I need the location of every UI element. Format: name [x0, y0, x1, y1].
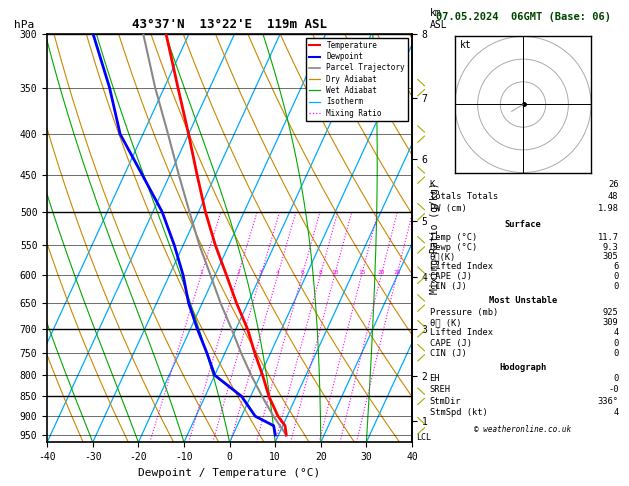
Text: 07.05.2024  06GMT (Base: 06): 07.05.2024 06GMT (Base: 06) [435, 12, 611, 22]
Text: Hodograph: Hodograph [499, 364, 547, 372]
Title: 43°37'N  13°22'E  119m ASL: 43°37'N 13°22'E 119m ASL [132, 18, 327, 32]
Text: 10: 10 [331, 270, 338, 275]
Text: 4: 4 [613, 408, 618, 417]
Text: LCL: LCL [416, 434, 431, 442]
Text: 309: 309 [603, 318, 618, 327]
Text: 9.3: 9.3 [603, 243, 618, 252]
Text: Lifted Index: Lifted Index [430, 329, 493, 337]
Text: 0: 0 [613, 374, 618, 383]
Text: Dewp (°C): Dewp (°C) [430, 243, 477, 252]
Text: 0: 0 [613, 349, 618, 358]
Text: Totals Totals: Totals Totals [430, 192, 498, 201]
Text: -0: -0 [608, 385, 618, 394]
Text: CIN (J): CIN (J) [430, 349, 466, 358]
Text: 0: 0 [613, 282, 618, 291]
Text: 0: 0 [613, 272, 618, 281]
Text: 3: 3 [259, 270, 263, 275]
Text: km
ASL: km ASL [430, 8, 448, 30]
Text: SREH: SREH [430, 385, 450, 394]
Text: © weatheronline.co.uk: © weatheronline.co.uk [474, 425, 572, 434]
Text: 1.98: 1.98 [598, 204, 618, 213]
Text: Lifted Index: Lifted Index [430, 262, 493, 271]
Legend: Temperature, Dewpoint, Parcel Trajectory, Dry Adiabat, Wet Adiabat, Isotherm, Mi: Temperature, Dewpoint, Parcel Trajectory… [306, 38, 408, 121]
Text: CAPE (J): CAPE (J) [430, 339, 472, 347]
Text: K: K [430, 180, 435, 189]
Text: 8: 8 [318, 270, 322, 275]
Text: 11.7: 11.7 [598, 233, 618, 242]
X-axis label: Dewpoint / Temperature (°C): Dewpoint / Temperature (°C) [138, 468, 321, 478]
Text: 2: 2 [236, 270, 240, 275]
Text: 48: 48 [608, 192, 618, 201]
Text: kt: kt [460, 40, 471, 50]
Text: 1: 1 [199, 270, 203, 275]
Text: CIN (J): CIN (J) [430, 282, 466, 291]
Text: Most Unstable: Most Unstable [489, 296, 557, 306]
Y-axis label: Mixing Ratio (g/kg): Mixing Ratio (g/kg) [430, 182, 440, 294]
Text: 336°: 336° [598, 397, 618, 405]
Text: Temp (°C): Temp (°C) [430, 233, 477, 242]
Text: 4: 4 [276, 270, 279, 275]
Text: Pressure (mb): Pressure (mb) [430, 308, 498, 317]
Text: hPa: hPa [14, 20, 35, 30]
Text: CAPE (J): CAPE (J) [430, 272, 472, 281]
Text: 25: 25 [393, 270, 401, 275]
Text: 925: 925 [603, 308, 618, 317]
Text: 15: 15 [358, 270, 365, 275]
Text: 20: 20 [377, 270, 385, 275]
Text: 6: 6 [301, 270, 304, 275]
Text: EH: EH [430, 374, 440, 383]
Text: 4: 4 [613, 329, 618, 337]
Text: PW (cm): PW (cm) [430, 204, 466, 213]
Text: StmSpd (kt): StmSpd (kt) [430, 408, 487, 417]
Text: StmDir: StmDir [430, 397, 461, 405]
Text: 0: 0 [613, 339, 618, 347]
Text: 26: 26 [608, 180, 618, 189]
Text: Surface: Surface [504, 220, 542, 229]
Text: 305: 305 [603, 252, 618, 261]
Text: θᴇ (K): θᴇ (K) [430, 318, 461, 327]
Text: 6: 6 [613, 262, 618, 271]
Text: θᴇ(K): θᴇ(K) [430, 252, 456, 261]
